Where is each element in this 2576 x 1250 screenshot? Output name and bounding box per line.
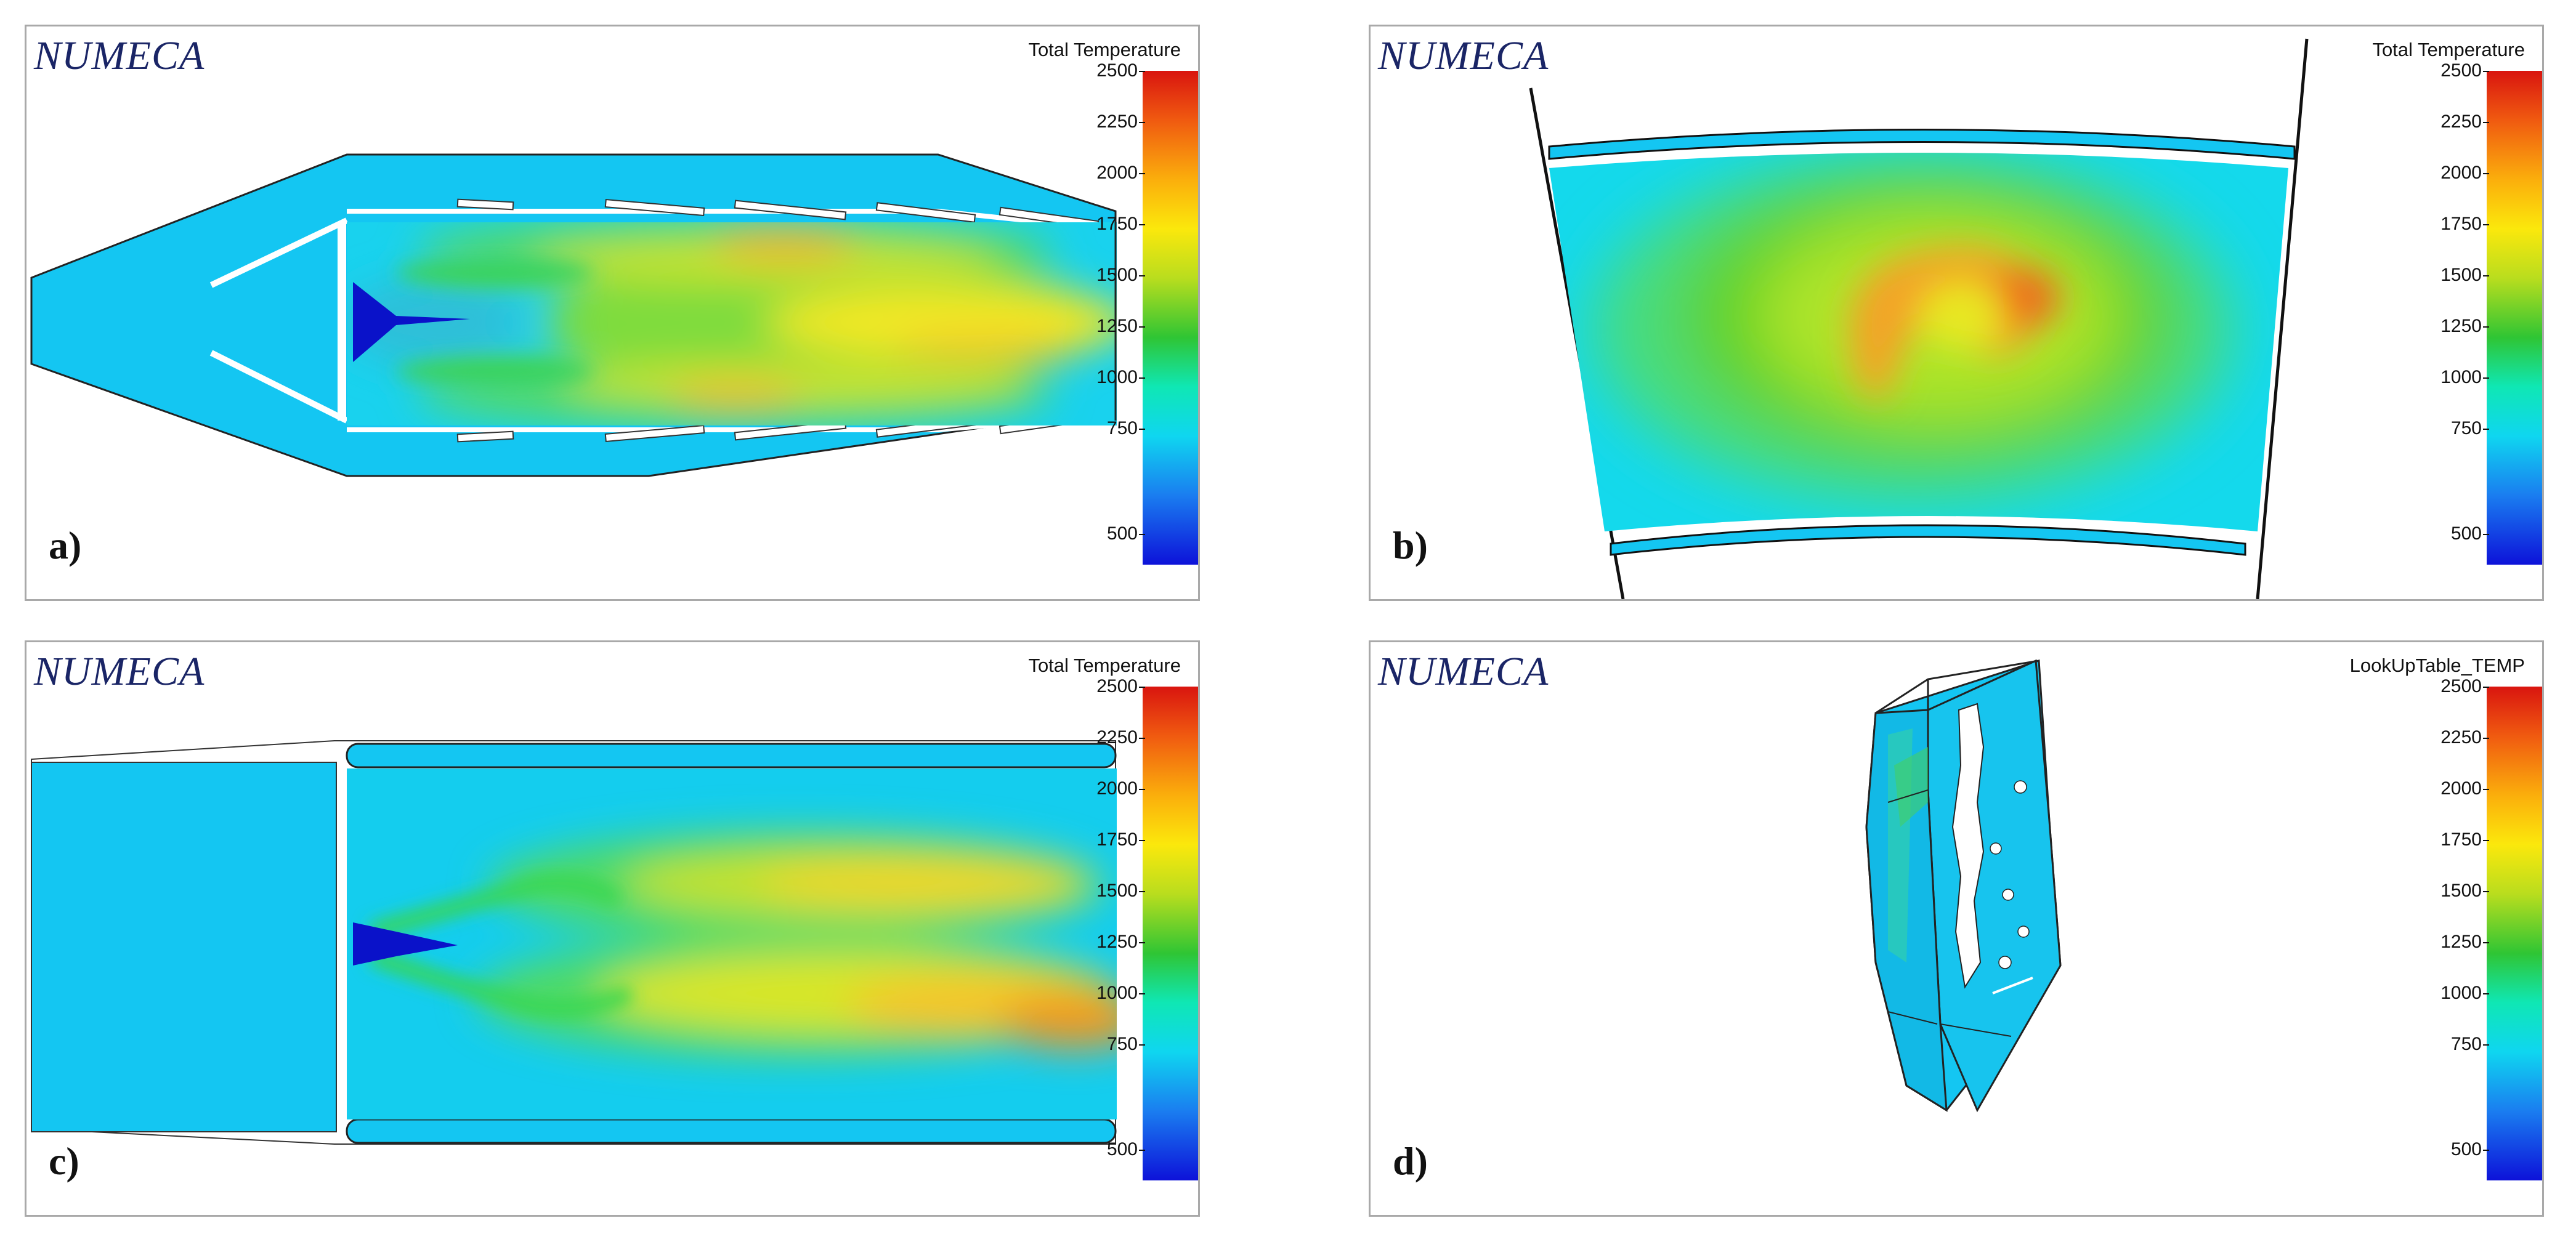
numeca-logo-text: NUMECA <box>1378 33 1549 78</box>
colorbar-tick: 2000 <box>2440 778 2489 799</box>
colorbar-tick: 500 <box>2450 1139 2490 1159</box>
colorbar-tick: 2000 <box>1096 163 1145 183</box>
panel-label: a) <box>49 523 82 567</box>
panel-label: c) <box>49 1139 79 1183</box>
colorbar <box>2487 71 2542 565</box>
numeca-logo-text: NUMECA <box>1378 649 1549 694</box>
panel-label: b) <box>1393 523 1428 567</box>
colorbar-tick: 1500 <box>2440 881 2489 901</box>
colorbar-tick: 1750 <box>2440 829 2489 850</box>
colorbar-tick: 1250 <box>1096 316 1145 336</box>
numeca-logo-text: NUMECA <box>34 33 205 78</box>
panel-d-3d-sector <box>1865 659 2062 1113</box>
colorbar-tick: 1250 <box>2440 316 2489 336</box>
colorbar-tick: 1750 <box>1096 214 1145 234</box>
panel-b: NUMECA Total Temperature 2500 2250 2000 … <box>1369 25 2544 601</box>
colorbar-tick: 1000 <box>1096 983 1145 1003</box>
colorbar-tick: 500 <box>2450 523 2490 544</box>
panel-label: d) <box>1393 1139 1428 1183</box>
panel-a-temperature-field <box>30 153 1117 477</box>
cold-core-shape <box>353 282 470 362</box>
colorbar-tick: 1500 <box>2440 265 2489 285</box>
colorbar-tick: 2000 <box>2440 163 2489 183</box>
cold-core-shape <box>353 922 458 966</box>
colorbar <box>2487 687 2542 1180</box>
numeca-logo-text: NUMECA <box>34 649 205 694</box>
colorbar-tick: 750 <box>1106 1034 1146 1054</box>
panel-c: NUMECA Total Temperature 2500 2250 2000 … <box>25 640 1200 1217</box>
colorbar-tick: 1000 <box>1096 367 1145 387</box>
panel-a: NUMECA Total Temperature 2500 2250 2000 … <box>25 25 1200 601</box>
colorbar-title: Total Temperature <box>2372 39 2525 60</box>
colorbar-tick: 1750 <box>2440 214 2489 234</box>
colorbar-tick: 2250 <box>2440 111 2489 132</box>
colorbar-tick: 2250 <box>1096 111 1145 132</box>
colorbar <box>1143 71 1198 565</box>
colorbar-tick: 2500 <box>1096 60 1145 81</box>
colorbar-tick: 2000 <box>1096 778 1145 799</box>
colorbar-title: LookUpTable_TEMP <box>2349 655 2525 676</box>
colorbar-tick: 750 <box>2450 418 2490 438</box>
colorbar <box>1143 687 1198 1180</box>
colorbar-tick: 2500 <box>2440 60 2489 81</box>
colorbar-tick: 750 <box>1106 418 1146 438</box>
colorbar-tick: 2500 <box>1096 676 1145 696</box>
colorbar-title: Total Temperature <box>1028 39 1181 60</box>
colorbar-tick: 1250 <box>2440 932 2489 952</box>
colorbar-tick: 2500 <box>2440 676 2489 696</box>
colorbar-tick: 500 <box>1106 523 1146 544</box>
colorbar-tick: 500 <box>1106 1139 1146 1159</box>
colorbar-title: Total Temperature <box>1028 655 1181 676</box>
colorbar-tick: 1000 <box>2440 983 2489 1003</box>
panel-b-temperature-field <box>1529 38 2309 599</box>
panel-c-temperature-field <box>31 740 1117 1145</box>
colorbar-tick: 1000 <box>2440 367 2489 387</box>
colorbar-tick: 1250 <box>1096 932 1145 952</box>
colorbar-tick: 1750 <box>1096 829 1145 850</box>
colorbar-tick: 2250 <box>1096 727 1145 748</box>
colorbar-tick: 750 <box>2450 1034 2490 1054</box>
panel-d: NUMECA LookUpTable_TEMP 2500 2250 2000 1… <box>1369 640 2544 1217</box>
colorbar-tick: 2250 <box>2440 727 2489 748</box>
colorbar-tick: 1500 <box>1096 881 1145 901</box>
colorbar-tick: 1500 <box>1096 265 1145 285</box>
